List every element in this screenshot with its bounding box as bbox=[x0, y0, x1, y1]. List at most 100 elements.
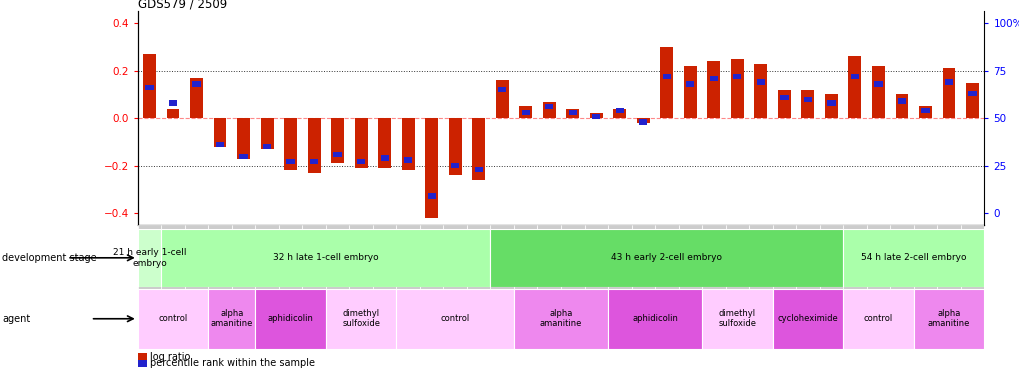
Text: log ratio: log ratio bbox=[150, 352, 191, 362]
Bar bbox=[897, 98, 905, 104]
Bar bbox=[913, 289, 983, 349]
Bar bbox=[843, 289, 913, 349]
Bar bbox=[686, 81, 694, 87]
Bar bbox=[936, 225, 960, 291]
Text: GSM14703: GSM14703 bbox=[544, 228, 553, 270]
Text: GSM14696: GSM14696 bbox=[168, 228, 177, 270]
Bar bbox=[772, 225, 796, 291]
Text: GSM14708: GSM14708 bbox=[310, 228, 318, 270]
Bar bbox=[560, 225, 584, 291]
Text: GSM14701: GSM14701 bbox=[497, 228, 506, 270]
Bar bbox=[566, 109, 579, 118]
Bar bbox=[918, 106, 931, 118]
Bar bbox=[895, 94, 908, 118]
Bar bbox=[355, 118, 367, 168]
Bar bbox=[278, 225, 302, 291]
Bar bbox=[659, 47, 673, 118]
Text: GSM14697: GSM14697 bbox=[192, 228, 201, 270]
Bar bbox=[780, 94, 788, 100]
Bar bbox=[960, 225, 983, 291]
Text: GSM14727: GSM14727 bbox=[756, 228, 764, 270]
Text: GSM14698: GSM14698 bbox=[215, 228, 224, 270]
Text: GSM14702: GSM14702 bbox=[521, 228, 530, 270]
Text: GSM14700: GSM14700 bbox=[262, 228, 271, 270]
Bar bbox=[138, 229, 161, 287]
Bar bbox=[514, 225, 537, 291]
Bar bbox=[542, 102, 555, 118]
Text: alpha
amanitine: alpha amanitine bbox=[539, 309, 582, 328]
Bar bbox=[965, 82, 978, 118]
Bar bbox=[803, 96, 811, 102]
Text: 32 h late 1-cell embryo: 32 h late 1-cell embryo bbox=[273, 254, 378, 262]
Bar bbox=[636, 118, 649, 123]
Text: 43 h early 2-cell embryo: 43 h early 2-cell embryo bbox=[610, 254, 721, 262]
Text: GSM14723: GSM14723 bbox=[450, 228, 460, 270]
Bar bbox=[184, 225, 208, 291]
Bar bbox=[731, 59, 743, 118]
Bar bbox=[138, 289, 208, 349]
Bar bbox=[161, 229, 490, 287]
Bar bbox=[138, 225, 161, 291]
Text: development stage: development stage bbox=[2, 253, 97, 263]
Text: GSM14722: GSM14722 bbox=[427, 228, 436, 270]
Text: GSM14715: GSM14715 bbox=[967, 228, 976, 270]
Bar bbox=[467, 225, 490, 291]
Bar bbox=[850, 74, 858, 79]
Bar bbox=[521, 110, 529, 115]
Bar bbox=[425, 118, 438, 218]
Bar bbox=[514, 289, 607, 349]
Text: GSM14728: GSM14728 bbox=[780, 228, 788, 270]
Bar bbox=[448, 118, 462, 175]
Bar bbox=[260, 118, 273, 149]
Bar bbox=[348, 225, 373, 291]
Bar bbox=[420, 225, 443, 291]
Text: GSM14725: GSM14725 bbox=[708, 228, 717, 270]
Bar bbox=[942, 68, 955, 118]
Bar bbox=[497, 87, 505, 92]
Text: cycloheximide: cycloheximide bbox=[776, 314, 838, 323]
Bar bbox=[733, 74, 741, 79]
Bar bbox=[427, 194, 435, 199]
Bar bbox=[396, 225, 420, 291]
Text: GSM14713: GSM14713 bbox=[920, 228, 929, 270]
Text: 54 h late 2-cell embryo: 54 h late 2-cell embryo bbox=[860, 254, 966, 262]
Bar bbox=[208, 225, 231, 291]
Bar bbox=[678, 225, 701, 291]
Text: alpha
amanitine: alpha amanitine bbox=[927, 309, 969, 328]
Bar bbox=[848, 56, 861, 118]
Bar bbox=[607, 289, 701, 349]
Bar bbox=[662, 74, 671, 79]
Bar bbox=[819, 225, 843, 291]
Text: GSM14719: GSM14719 bbox=[638, 228, 647, 270]
Bar bbox=[707, 61, 719, 118]
Bar bbox=[331, 118, 343, 163]
Text: alpha
amanitine: alpha amanitine bbox=[210, 309, 253, 328]
Bar bbox=[568, 110, 577, 115]
Bar bbox=[450, 163, 459, 168]
Bar bbox=[701, 225, 725, 291]
Text: GSM14695: GSM14695 bbox=[145, 228, 154, 270]
Bar bbox=[920, 108, 928, 113]
Bar bbox=[236, 118, 250, 159]
Bar bbox=[801, 90, 813, 118]
Bar bbox=[401, 118, 414, 170]
Bar bbox=[777, 90, 790, 118]
Bar bbox=[772, 289, 843, 349]
Bar bbox=[472, 118, 485, 180]
Bar bbox=[302, 225, 325, 291]
Bar bbox=[826, 100, 835, 105]
Text: control: control bbox=[440, 314, 470, 323]
Bar bbox=[308, 118, 320, 173]
Bar bbox=[357, 159, 365, 164]
Bar bbox=[169, 100, 177, 105]
Text: GSM14721: GSM14721 bbox=[685, 228, 694, 270]
Bar bbox=[890, 225, 913, 291]
Bar bbox=[216, 142, 224, 147]
Text: percentile rank within the sample: percentile rank within the sample bbox=[150, 358, 315, 368]
Text: GSM14709: GSM14709 bbox=[333, 228, 341, 270]
Bar bbox=[380, 155, 388, 160]
Bar bbox=[190, 78, 203, 118]
Bar bbox=[166, 109, 179, 118]
Bar bbox=[843, 229, 983, 287]
Bar bbox=[231, 225, 255, 291]
